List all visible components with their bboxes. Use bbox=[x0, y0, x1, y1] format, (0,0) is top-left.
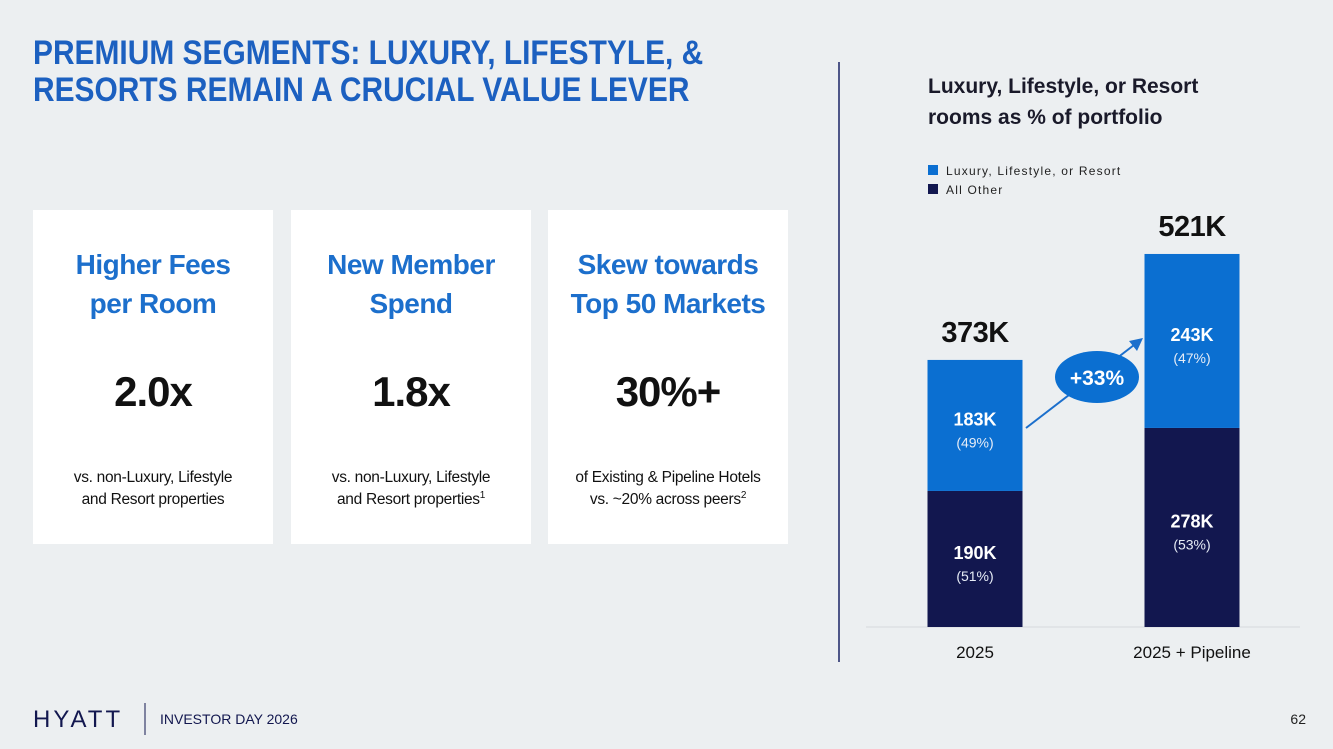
value-label: 243K bbox=[1170, 325, 1213, 345]
card-note: vs. non-Luxury, Lifestyle bbox=[74, 469, 232, 486]
card-note-text: vs. non-Luxury, Lifestyle bbox=[332, 469, 490, 486]
bar-segment bbox=[927, 359, 1023, 491]
card-title: Spend bbox=[369, 288, 452, 319]
footnote-mark: 1 bbox=[480, 490, 486, 501]
card-note-text: vs. ~20% across peers bbox=[590, 491, 741, 508]
card-value: 1.8x bbox=[372, 368, 451, 415]
bar-segment bbox=[927, 490, 1023, 627]
card-title: per Room bbox=[90, 288, 217, 319]
title-line: PREMIUM SEGMENTS: LUXURY, LIFESTYLE, & bbox=[33, 33, 703, 71]
card-note: and Resort properties1 bbox=[337, 490, 486, 508]
legend-swatch bbox=[928, 184, 938, 194]
x-tick-label: 2025 + Pipeline bbox=[1133, 643, 1251, 662]
card-title: Top 50 Markets bbox=[571, 288, 766, 319]
card-note-text: and Resort properties bbox=[82, 491, 225, 508]
card bbox=[291, 210, 531, 544]
legend-label: Luxury, Lifestyle, or Resort bbox=[946, 164, 1121, 178]
title: PREMIUM SEGMENTS: LUXURY, LIFESTYLE, & R… bbox=[33, 33, 703, 108]
footnote-mark: 2 bbox=[741, 490, 747, 501]
share-label: (49%) bbox=[956, 434, 993, 450]
footer: HYATT INVESTOR DAY 2026 62 bbox=[33, 703, 1306, 735]
card bbox=[33, 210, 273, 544]
x-tick-label: 2025 bbox=[956, 643, 994, 662]
bar-segment bbox=[1144, 253, 1240, 428]
growth-label: +33% bbox=[1070, 367, 1125, 390]
card-title: Higher Fees bbox=[76, 249, 231, 280]
share-label: (53%) bbox=[1173, 536, 1210, 552]
card-title: Skew towards bbox=[578, 249, 759, 280]
legend-swatch bbox=[928, 165, 938, 175]
chart-title: Luxury, Lifestyle, or Resort bbox=[928, 75, 1198, 98]
card-note-text: of Existing & Pipeline Hotels bbox=[575, 469, 761, 486]
title-line: RESORTS REMAIN A CRUCIAL VALUE LEVER bbox=[33, 70, 689, 108]
card-note-text: vs. non-Luxury, Lifestyle bbox=[74, 469, 232, 486]
event: INVESTOR DAY 2026 bbox=[160, 711, 298, 727]
growth-bubble bbox=[1055, 351, 1139, 403]
card-note: and Resort properties bbox=[82, 491, 225, 508]
value-label: 278K bbox=[1170, 511, 1213, 531]
card-value: 30%+ bbox=[616, 368, 721, 415]
card-note: of Existing & Pipeline Hotels bbox=[575, 469, 761, 486]
chart-title: rooms as % of portfolio bbox=[928, 106, 1163, 129]
share-label: (51%) bbox=[956, 568, 993, 584]
logo: HYATT bbox=[33, 706, 123, 733]
total-label: 521K bbox=[1158, 211, 1226, 243]
growth-arrowhead bbox=[1129, 338, 1143, 351]
total-label: 373K bbox=[941, 317, 1009, 349]
value-label: 183K bbox=[953, 409, 996, 429]
page-number: 62 bbox=[1290, 711, 1306, 727]
bar-segment bbox=[1144, 427, 1240, 627]
cards: Higher Fees per Room 2.0x vs. non-Luxury, L… bbox=[33, 210, 788, 544]
card-note: vs. ~20% across peers2 bbox=[590, 490, 747, 508]
card-value: 2.0x bbox=[114, 368, 193, 415]
card-note: vs. non-Luxury, Lifestyle bbox=[332, 469, 490, 486]
card bbox=[548, 210, 788, 544]
legend-label: All Other bbox=[946, 183, 1003, 197]
chart: Luxury, Lifestyle, or Resort rooms as % o… bbox=[866, 75, 1300, 662]
value-label: 190K bbox=[953, 543, 996, 563]
card-title: New Member bbox=[327, 249, 495, 280]
card-note-text: and Resort properties bbox=[337, 491, 480, 508]
share-label: (47%) bbox=[1173, 350, 1210, 366]
